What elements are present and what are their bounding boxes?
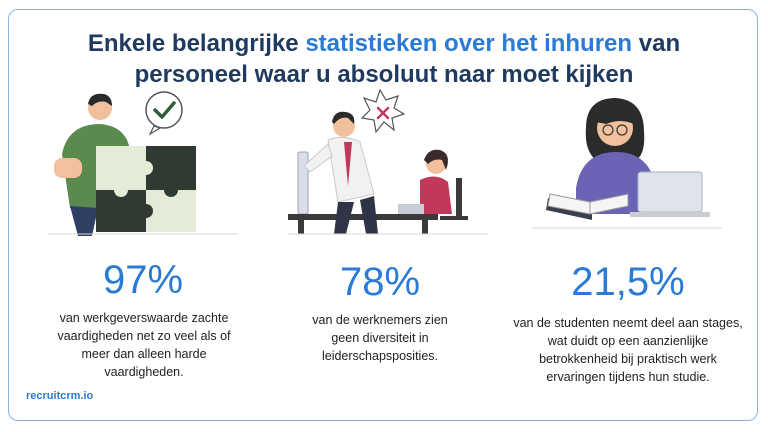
stat-value-3: 21,5% <box>571 260 685 304</box>
title-line-1: Enkele belangrijke statistieken over het… <box>0 28 768 59</box>
stat-description-3: van de studenten neemt deel aan stages, … <box>513 316 743 384</box>
warning-burst-icon <box>360 88 406 134</box>
stat-value-2: 78% <box>339 260 421 304</box>
brand-logo-text: recruitcrm.io <box>26 390 94 402</box>
puzzle-man-illustration <box>48 91 238 236</box>
office-scene-illustration <box>288 88 488 235</box>
page-title: Enkele belangrijke statistieken over het… <box>0 28 768 90</box>
title-highlight: statistieken over het inhuren <box>305 30 633 57</box>
title-line-2: personeel waar u absoluut naar moet kijk… <box>134 61 634 88</box>
stat-value-1: 97% <box>102 258 184 302</box>
student-illustration <box>532 98 722 229</box>
title-part-1: Enkele belangrijke <box>87 30 306 57</box>
title-part-2: van <box>632 30 681 57</box>
stat-description-1: van werkgeverswaarde zachte vaardigheden… <box>57 311 231 379</box>
checkmark-bubble-icon <box>145 91 183 136</box>
stat-description-2: van de werknemers zien geen diversiteit … <box>312 313 448 363</box>
